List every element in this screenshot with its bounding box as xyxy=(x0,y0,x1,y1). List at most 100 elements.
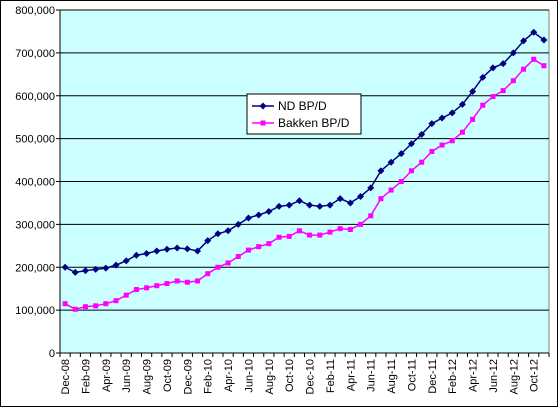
x-tick-label: Aug-10 xyxy=(264,359,276,394)
x-tick-label: Apr-09 xyxy=(101,359,113,392)
data-point xyxy=(419,159,425,165)
data-point xyxy=(469,87,477,95)
data-point xyxy=(480,102,486,108)
data-point xyxy=(327,229,333,235)
data-point xyxy=(307,232,313,238)
data-point xyxy=(256,244,262,250)
legend-marker xyxy=(259,102,267,110)
data-point xyxy=(326,201,334,209)
data-point xyxy=(276,234,282,240)
x-tick-label: Jun-12 xyxy=(488,359,500,393)
data-point xyxy=(71,268,79,276)
legend-label: ND BP/D xyxy=(278,99,327,113)
data-point xyxy=(439,142,445,148)
data-point xyxy=(214,230,222,238)
y-tick-label: 100,000 xyxy=(15,305,55,317)
legend-label: Bakken BP/D xyxy=(278,116,350,130)
data-point xyxy=(358,221,364,227)
x-axis: Dec-08 Feb-09 Apr-09 Jun-09 Aug-09 Oct-09 Dec-… xyxy=(59,352,550,394)
y-tick-label: 500,000 xyxy=(15,134,55,146)
data-point xyxy=(61,263,69,271)
data-point xyxy=(459,129,465,135)
data-point xyxy=(224,227,232,235)
legend-box xyxy=(246,93,362,135)
data-point xyxy=(184,279,190,285)
x-tick-label: Apr-12 xyxy=(468,359,480,392)
data-point xyxy=(113,298,119,304)
data-point xyxy=(407,140,415,148)
legend: ND BP/D Bakken BP/D xyxy=(246,93,362,135)
data-point xyxy=(448,109,456,117)
data-point xyxy=(479,73,487,81)
x-tick-label: Dec-11 xyxy=(427,359,439,394)
data-point xyxy=(509,49,517,57)
data-point xyxy=(123,292,129,298)
data-point xyxy=(510,78,516,84)
data-point xyxy=(195,278,201,284)
data-point xyxy=(154,283,160,289)
data-point xyxy=(164,281,170,287)
legend-marker xyxy=(260,120,266,126)
data-point xyxy=(500,88,506,94)
x-tick-label: Oct-11 xyxy=(406,359,418,391)
y-tick-label: 300,000 xyxy=(15,219,55,231)
data-point xyxy=(458,100,466,108)
data-point xyxy=(235,254,241,260)
data-point xyxy=(112,261,120,269)
x-tick-label: Aug-11 xyxy=(386,359,398,394)
data-point xyxy=(266,241,272,247)
data-point xyxy=(132,251,140,259)
data-point xyxy=(489,64,497,72)
x-tick-label: Oct-10 xyxy=(284,359,296,392)
data-point xyxy=(357,193,365,201)
y-tick-label: 700,000 xyxy=(15,48,55,60)
data-point xyxy=(225,260,231,266)
data-point xyxy=(470,116,476,122)
data-point xyxy=(438,114,446,122)
data-point xyxy=(316,202,324,210)
data-point xyxy=(103,301,109,307)
data-point xyxy=(530,28,538,36)
x-tick-label: Oct-12 xyxy=(529,359,541,392)
y-tick-label: 0 xyxy=(49,348,55,360)
data-point xyxy=(265,208,273,216)
data-point xyxy=(336,195,344,203)
x-tick-label: Feb-09 xyxy=(80,359,92,394)
data-point xyxy=(275,202,283,210)
data-point xyxy=(397,150,405,158)
data-point xyxy=(93,303,99,309)
series-layer xyxy=(61,28,548,312)
data-point xyxy=(541,63,547,69)
data-point xyxy=(398,179,404,184)
y-axis: 0 100,000 200,000 300,000 400,000 500,000 600,… xyxy=(15,5,61,360)
data-point xyxy=(72,306,78,312)
data-point xyxy=(520,37,528,45)
y-tick-label: 200,000 xyxy=(15,262,55,274)
data-point xyxy=(122,257,130,265)
data-point xyxy=(215,264,221,270)
data-point xyxy=(499,60,507,68)
data-point xyxy=(244,214,252,222)
data-point xyxy=(540,36,548,44)
data-point xyxy=(163,245,171,253)
data-point xyxy=(306,201,314,209)
data-point xyxy=(102,264,110,272)
gridlines xyxy=(60,9,549,311)
x-tick-label: Dec-10 xyxy=(305,359,317,394)
data-point xyxy=(204,237,212,245)
data-point xyxy=(234,220,242,228)
data-point xyxy=(367,184,375,192)
data-point xyxy=(62,301,68,307)
data-point xyxy=(92,265,100,273)
data-point xyxy=(173,244,181,252)
data-point xyxy=(521,66,527,72)
x-tick-label: Aug-12 xyxy=(508,359,520,394)
x-tick-label: Jun-10 xyxy=(243,359,255,393)
data-point xyxy=(295,197,303,205)
x-tick-label: Dec-09 xyxy=(182,359,194,394)
x-tick-label: Feb-10 xyxy=(203,359,215,394)
data-point xyxy=(296,228,302,234)
data-point xyxy=(144,285,150,291)
y-tick-label: 600,000 xyxy=(15,91,55,103)
